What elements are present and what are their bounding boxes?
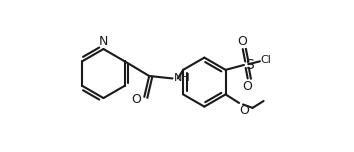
Text: O: O — [240, 104, 250, 117]
Text: NH: NH — [174, 73, 190, 83]
Text: N: N — [99, 35, 108, 48]
Text: O: O — [243, 80, 253, 93]
Text: O: O — [237, 35, 247, 48]
Text: Cl: Cl — [261, 55, 272, 65]
Text: O: O — [131, 93, 141, 106]
Text: S: S — [245, 58, 253, 72]
